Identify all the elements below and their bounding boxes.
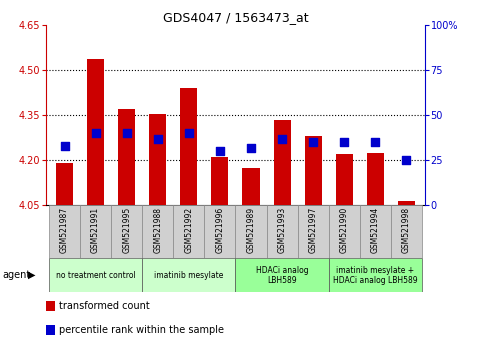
Text: ▶: ▶ [28, 270, 36, 280]
Text: imatinib mesylate +
HDACi analog LBH589: imatinib mesylate + HDACi analog LBH589 [333, 266, 418, 285]
Point [154, 136, 162, 141]
Bar [367, 153, 384, 205]
Text: imatinib mesylate: imatinib mesylate [154, 271, 224, 280]
Bar [398, 201, 415, 205]
Bar [391, 205, 422, 258]
Text: GSM521996: GSM521996 [215, 207, 225, 253]
Point [185, 130, 193, 136]
Bar [142, 258, 236, 292]
Bar [360, 205, 391, 258]
Bar [212, 157, 228, 205]
Text: GSM521989: GSM521989 [246, 207, 256, 253]
Bar [204, 205, 236, 258]
Bar [56, 163, 73, 205]
Text: GSM521998: GSM521998 [402, 207, 411, 253]
Text: percentile rank within the sample: percentile rank within the sample [59, 325, 224, 335]
Point [278, 136, 286, 141]
Bar [49, 205, 80, 258]
Text: GSM521995: GSM521995 [122, 207, 131, 253]
Bar [236, 205, 267, 258]
Bar [118, 109, 135, 205]
Bar [298, 205, 329, 258]
Text: GSM521988: GSM521988 [153, 207, 162, 253]
Bar [173, 205, 204, 258]
Bar [336, 154, 353, 205]
Bar [49, 258, 142, 292]
Bar [46, 301, 55, 312]
Bar [149, 114, 166, 205]
Text: GSM521991: GSM521991 [91, 207, 100, 253]
Bar [80, 205, 111, 258]
Bar [273, 120, 291, 205]
Bar [267, 205, 298, 258]
Text: GSM521987: GSM521987 [60, 207, 69, 253]
Point [371, 139, 379, 145]
Text: GSM521993: GSM521993 [278, 207, 286, 253]
Point [216, 148, 224, 154]
Bar [46, 325, 55, 335]
Text: agent: agent [2, 270, 30, 280]
Text: GSM521992: GSM521992 [185, 207, 193, 253]
Point [92, 130, 99, 136]
Bar [142, 205, 173, 258]
Bar [329, 258, 422, 292]
Point [309, 139, 317, 145]
Bar [87, 59, 104, 205]
Point [402, 157, 410, 163]
Point [341, 139, 348, 145]
Text: GSM521994: GSM521994 [371, 207, 380, 253]
Bar [180, 88, 198, 205]
Bar [242, 168, 259, 205]
Bar [305, 136, 322, 205]
Text: no treatment control: no treatment control [56, 271, 136, 280]
Title: GDS4047 / 1563473_at: GDS4047 / 1563473_at [163, 11, 308, 24]
Point [247, 145, 255, 150]
Text: GSM521990: GSM521990 [340, 207, 349, 253]
Text: HDACi analog
LBH589: HDACi analog LBH589 [256, 266, 308, 285]
Point [61, 143, 69, 149]
Bar [236, 258, 329, 292]
Point [123, 130, 130, 136]
Text: transformed count: transformed count [59, 301, 150, 310]
Text: GSM521997: GSM521997 [309, 207, 318, 253]
Bar [329, 205, 360, 258]
Bar [111, 205, 142, 258]
